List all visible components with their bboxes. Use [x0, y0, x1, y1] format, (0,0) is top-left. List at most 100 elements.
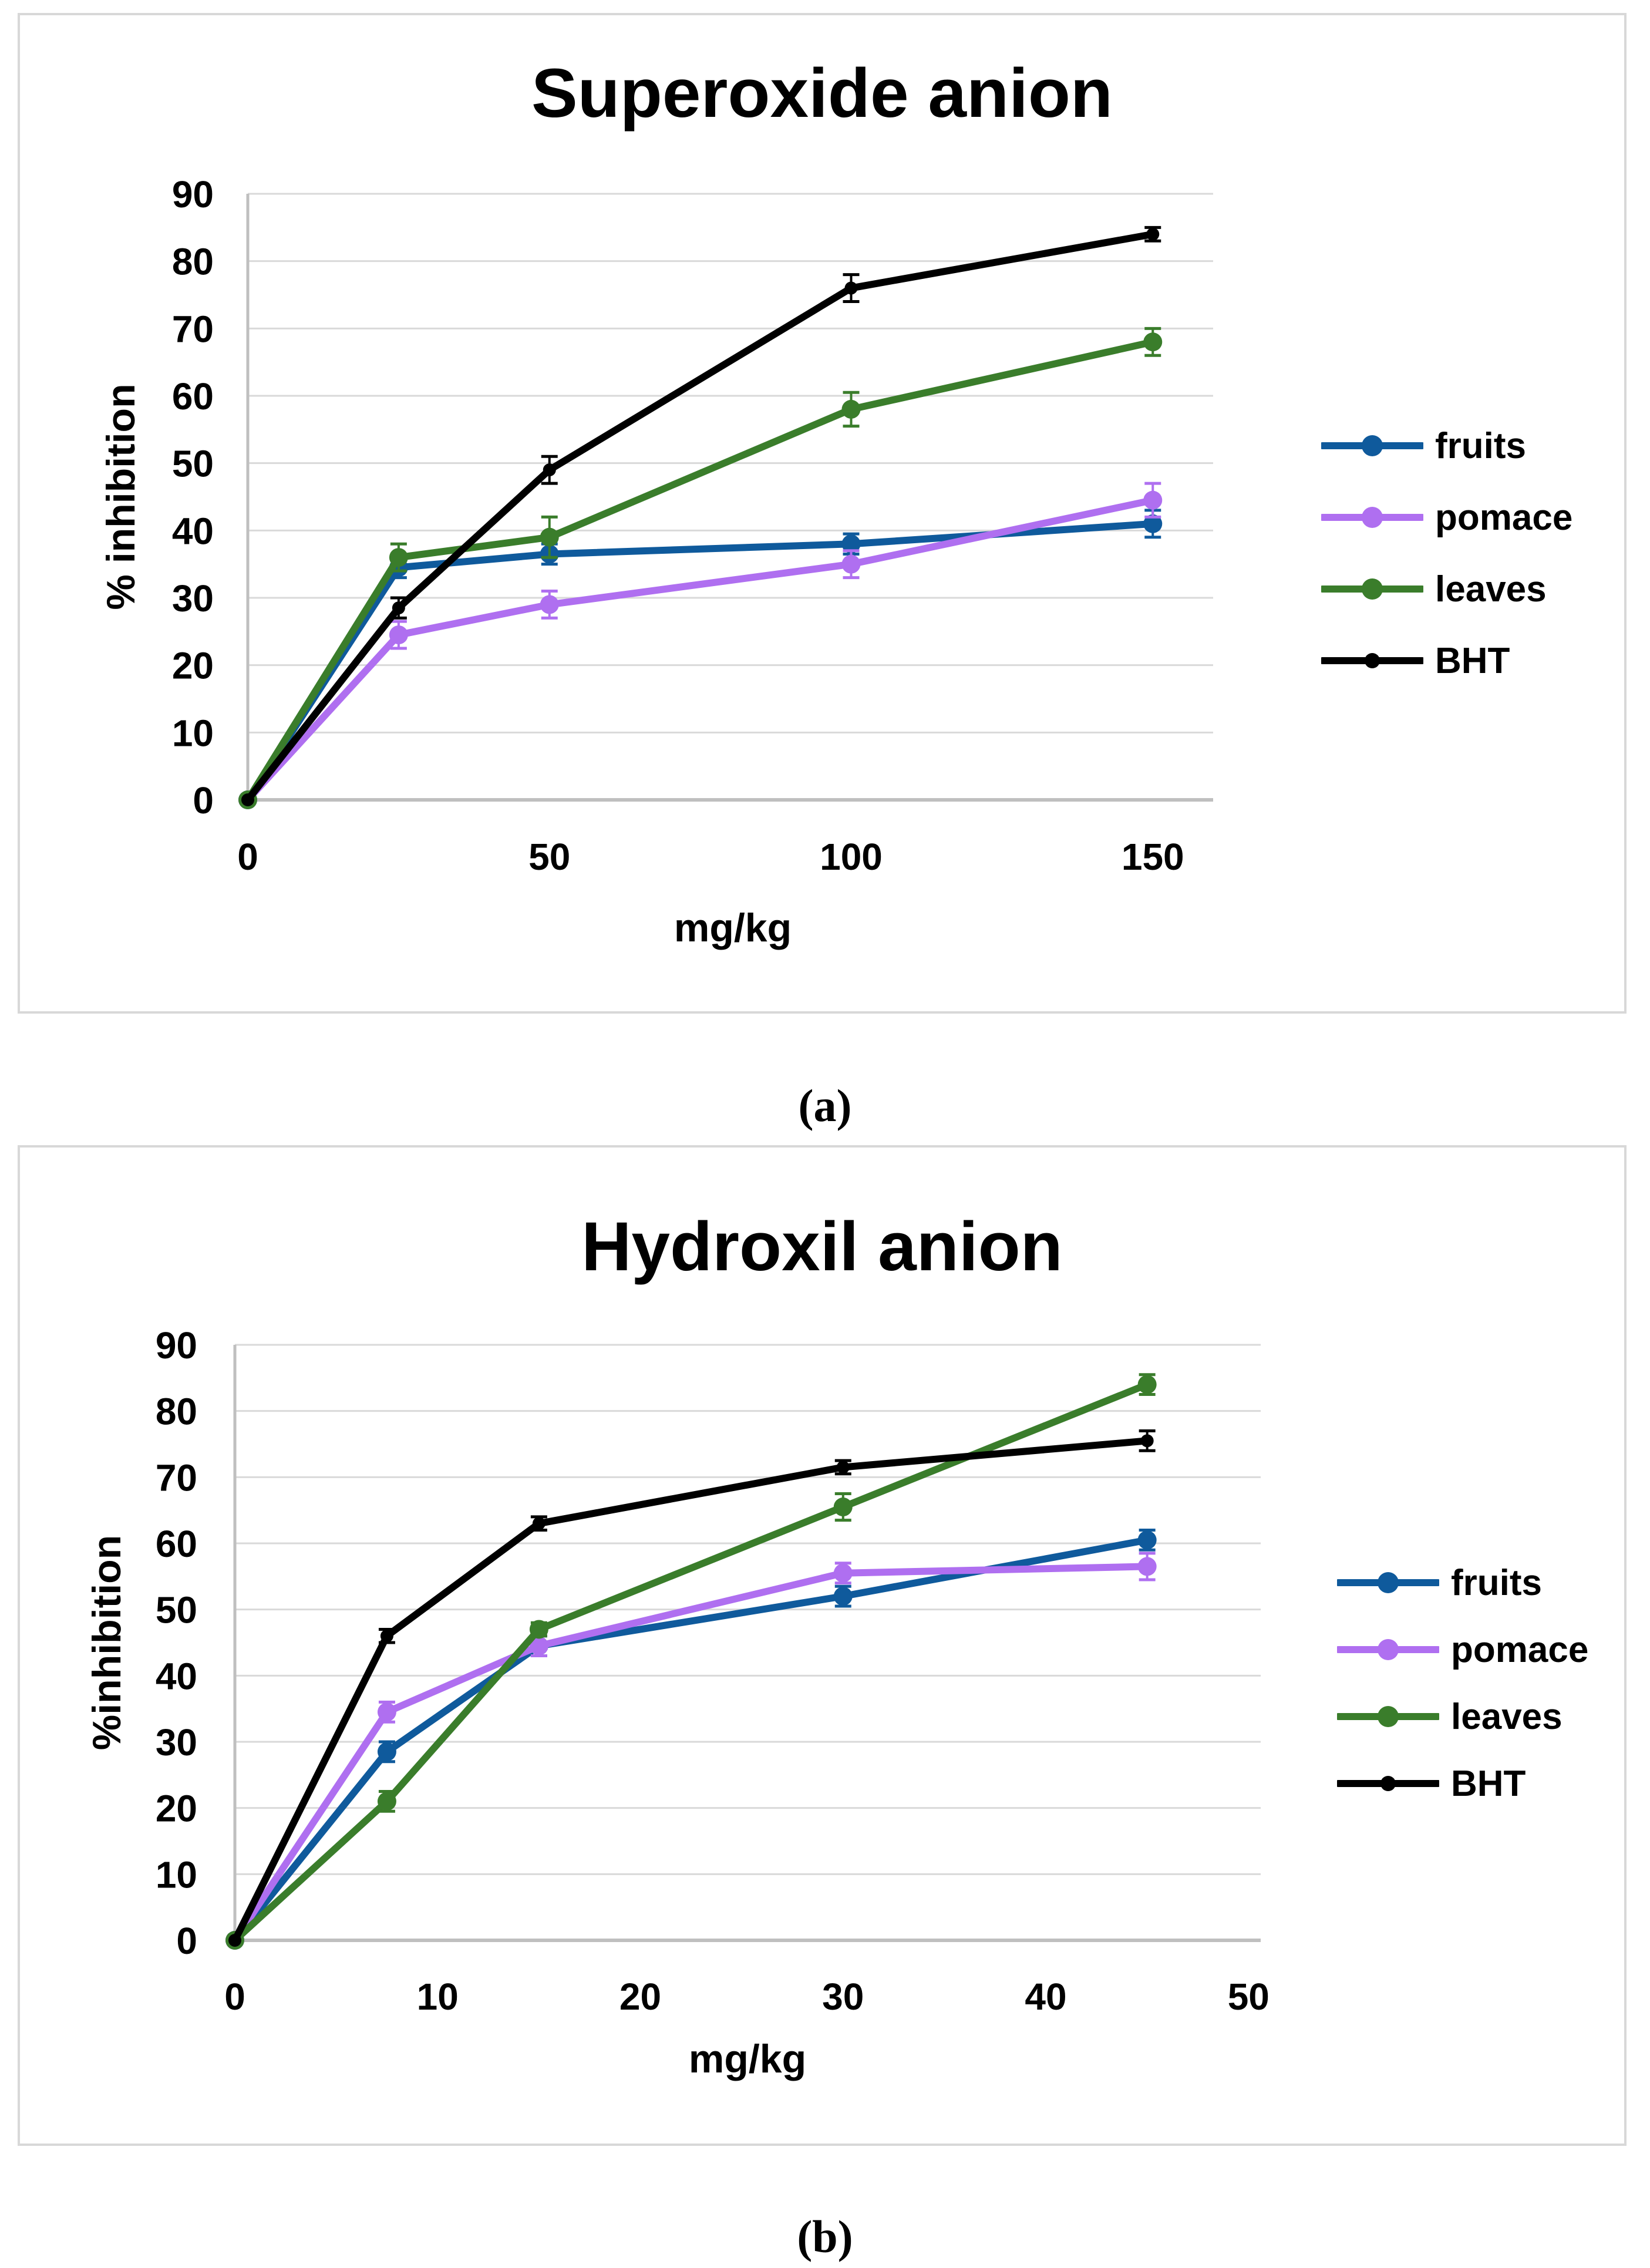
data-point-BHT [532, 1517, 545, 1530]
y-tick-label: 20 [172, 645, 214, 687]
legend-marker-fruits [1321, 435, 1423, 456]
data-point-leaves [841, 399, 861, 419]
legend-item-BHT: BHT [1337, 1762, 1526, 1805]
data-point-BHT [1146, 227, 1160, 241]
y-tick-label: 90 [156, 1324, 197, 1367]
data-point-fruits [377, 1742, 396, 1761]
legend-item-fruits: fruits [1321, 425, 1526, 467]
legend-label: pomace [1435, 497, 1573, 538]
data-point-pomace [1137, 1557, 1157, 1576]
data-point-pomace [389, 625, 408, 645]
y-tick-label: 40 [172, 510, 214, 552]
y-tick-label: 60 [172, 375, 214, 418]
data-point-pomace [377, 1702, 396, 1722]
legend-dot [1362, 507, 1383, 528]
x-tick-label: 0 [237, 836, 258, 878]
data-point-BHT [543, 463, 556, 477]
legend-marker-pomace [1321, 507, 1423, 528]
data-point-BHT [392, 601, 405, 615]
x-tick-label: 100 [820, 836, 883, 878]
data-point-leaves [389, 548, 408, 567]
data-point-leaves [1143, 332, 1163, 352]
chart-title: Hydroxil anion [581, 1208, 1063, 1286]
legend-item-leaves: leaves [1337, 1695, 1563, 1738]
series-line-leaves [244, 338, 1157, 803]
legend-item-fruits: fruits [1337, 1562, 1542, 1604]
series-line-pomace [244, 496, 1157, 803]
data-point-leaves [540, 527, 559, 547]
y-tick-label: 30 [172, 577, 214, 620]
data-point-fruits [833, 1587, 853, 1606]
legend-dot [1365, 653, 1380, 668]
chart-panel-a: Superoxide anion 0 10 20 30 40 50 60 70 80 90 0 50 1… [18, 13, 1627, 1014]
legend-item-leaves: leaves [1321, 568, 1547, 610]
hydroxil-plot: 0 10 20 30 40 50 60 70 80 90 0 10 20 30 40 50 [156, 1324, 1270, 2018]
x-axis-title: mg/kg [688, 2037, 807, 2081]
y-tick-label: 50 [156, 1589, 197, 1631]
legend-marker-leaves [1321, 578, 1423, 600]
series-line-fruits [244, 520, 1157, 803]
data-point-pomace [1143, 490, 1163, 510]
legend-label: BHT [1435, 640, 1510, 681]
data-point-leaves [1137, 1375, 1157, 1394]
data-point-pomace [833, 1563, 853, 1583]
data-point-pomace [841, 554, 861, 574]
y-tick-label: 10 [172, 712, 214, 754]
data-point-leaves [833, 1498, 853, 1517]
x-tick-label: 50 [1228, 1976, 1270, 2018]
legend-marker-BHT [1337, 1776, 1439, 1791]
x-tick-label: 150 [1122, 836, 1184, 878]
y-axis-title: % inhibition [99, 383, 143, 610]
legend-label: leaves [1435, 568, 1547, 610]
legend-dot [1380, 1776, 1396, 1791]
x-tick-label: 50 [528, 836, 570, 878]
y-tick-label: 80 [172, 241, 214, 283]
legend-label: leaves [1451, 1696, 1563, 1737]
y-tick-label: 70 [156, 1456, 197, 1499]
x-axis-title: mg/kg [674, 906, 792, 950]
legend-dot [1362, 578, 1383, 600]
legend-item-pomace: pomace [1337, 1628, 1588, 1671]
legend-marker-BHT [1321, 653, 1423, 668]
data-point-BHT [380, 1629, 393, 1643]
legend-marker-leaves [1337, 1706, 1439, 1727]
panel-label-a: (a) [798, 1080, 852, 1131]
legend-dot [1362, 435, 1383, 456]
legend-item-BHT: BHT [1321, 640, 1510, 682]
data-point-BHT [228, 1934, 241, 1947]
legend-dot [1378, 1572, 1399, 1593]
data-point-BHT [836, 1461, 850, 1474]
data-point-fruits [841, 534, 861, 554]
data-point-BHT [1140, 1434, 1154, 1448]
legend-label: BHT [1451, 1763, 1526, 1804]
superoxide-plot: 0 10 20 30 40 50 60 70 80 90 0 50 100 150 [172, 173, 1213, 878]
data-point-pomace [529, 1636, 548, 1655]
data-point-BHT [844, 281, 858, 295]
y-axis-title: %inhibition [85, 1535, 129, 1751]
y-tick-label: 60 [156, 1523, 197, 1565]
y-tick-label: 50 [172, 443, 214, 485]
legend-marker-fruits [1337, 1572, 1439, 1593]
data-point-pomace [540, 595, 559, 614]
y-tick-label: 80 [156, 1391, 197, 1433]
y-tick-label: 70 [172, 308, 214, 350]
y-tick-label: 0 [176, 1920, 197, 1962]
y-tick-label: 0 [193, 779, 214, 822]
legend-marker-pomace [1337, 1639, 1439, 1660]
x-tick-label: 20 [619, 1976, 661, 2018]
panel-label-b: (b) [797, 2211, 853, 2262]
y-tick-label: 40 [156, 1655, 197, 1697]
chart-panel-b: Hydroxil anion 0 10 20 30 40 50 60 70 80 90 0 10 20 3… [18, 1145, 1627, 2146]
legend-label: pomace [1451, 1629, 1589, 1670]
data-point-BHT [241, 793, 254, 806]
data-point-fruits [1143, 514, 1163, 533]
legend-label: fruits [1451, 1562, 1542, 1603]
series-line-BHT [244, 230, 1157, 803]
y-tick-label: 10 [156, 1853, 197, 1896]
y-tick-label: 30 [156, 1721, 197, 1764]
x-tick-label: 40 [1025, 1976, 1066, 2018]
x-tick-label: 30 [822, 1976, 864, 2018]
legend-item-pomace: pomace [1321, 496, 1572, 539]
y-tick-label: 20 [156, 1788, 197, 1830]
